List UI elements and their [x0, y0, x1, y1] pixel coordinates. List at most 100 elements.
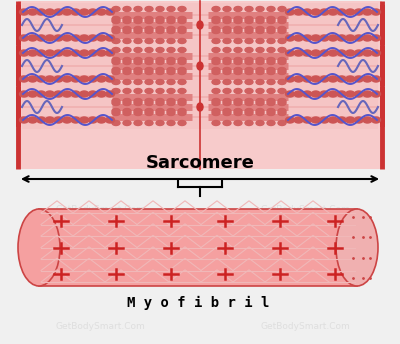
Ellipse shape — [112, 108, 120, 114]
Ellipse shape — [134, 47, 142, 53]
Ellipse shape — [320, 117, 329, 123]
Ellipse shape — [245, 88, 253, 94]
FancyBboxPatch shape — [39, 209, 357, 286]
Ellipse shape — [167, 120, 175, 126]
Ellipse shape — [223, 17, 231, 22]
Ellipse shape — [45, 50, 54, 56]
Ellipse shape — [145, 120, 153, 126]
Ellipse shape — [156, 17, 164, 22]
Ellipse shape — [156, 108, 164, 114]
Ellipse shape — [328, 91, 338, 97]
Ellipse shape — [245, 29, 253, 33]
Text: GetBodySmart.Com: GetBodySmart.Com — [55, 30, 145, 39]
Ellipse shape — [134, 108, 142, 114]
Ellipse shape — [234, 110, 242, 116]
Ellipse shape — [112, 60, 120, 65]
Ellipse shape — [156, 120, 164, 126]
Ellipse shape — [212, 88, 220, 94]
Ellipse shape — [71, 9, 80, 15]
Ellipse shape — [256, 120, 264, 126]
Ellipse shape — [363, 117, 372, 123]
Ellipse shape — [178, 17, 186, 22]
Ellipse shape — [278, 67, 286, 73]
Ellipse shape — [167, 39, 175, 43]
Ellipse shape — [212, 7, 220, 11]
Ellipse shape — [212, 69, 220, 75]
Ellipse shape — [320, 76, 329, 82]
Ellipse shape — [97, 35, 106, 41]
Ellipse shape — [286, 35, 294, 41]
Ellipse shape — [123, 19, 131, 23]
Ellipse shape — [303, 9, 312, 15]
Ellipse shape — [278, 60, 286, 65]
Ellipse shape — [123, 88, 131, 94]
Ellipse shape — [267, 110, 275, 116]
Ellipse shape — [167, 79, 175, 85]
Ellipse shape — [134, 110, 142, 116]
Ellipse shape — [80, 35, 89, 41]
Ellipse shape — [337, 117, 346, 123]
Ellipse shape — [223, 108, 231, 114]
Ellipse shape — [212, 19, 220, 23]
Ellipse shape — [167, 19, 175, 23]
Ellipse shape — [106, 35, 114, 41]
Ellipse shape — [178, 39, 186, 43]
Ellipse shape — [354, 9, 363, 15]
Ellipse shape — [328, 9, 338, 15]
Ellipse shape — [234, 98, 242, 104]
Ellipse shape — [167, 57, 175, 63]
Ellipse shape — [156, 47, 164, 53]
Ellipse shape — [234, 79, 242, 85]
Ellipse shape — [212, 39, 220, 43]
Ellipse shape — [145, 79, 153, 85]
Ellipse shape — [372, 9, 380, 15]
Ellipse shape — [71, 91, 80, 97]
Ellipse shape — [354, 50, 363, 56]
Ellipse shape — [245, 57, 253, 63]
Text: GetBodySmart.Com: GetBodySmart.Com — [260, 147, 350, 156]
Ellipse shape — [212, 98, 220, 104]
Ellipse shape — [256, 100, 264, 106]
Ellipse shape — [123, 69, 131, 75]
Ellipse shape — [337, 76, 346, 82]
Ellipse shape — [256, 47, 264, 53]
Ellipse shape — [112, 17, 120, 22]
Ellipse shape — [167, 17, 175, 22]
Ellipse shape — [234, 67, 242, 73]
Ellipse shape — [212, 79, 220, 85]
Ellipse shape — [278, 100, 286, 106]
Ellipse shape — [320, 9, 329, 15]
Ellipse shape — [311, 91, 320, 97]
Ellipse shape — [134, 19, 142, 23]
Ellipse shape — [123, 39, 131, 43]
Ellipse shape — [234, 108, 242, 114]
Ellipse shape — [245, 17, 253, 22]
Ellipse shape — [212, 29, 220, 33]
Ellipse shape — [354, 117, 363, 123]
Ellipse shape — [286, 117, 294, 123]
Ellipse shape — [223, 7, 231, 11]
Ellipse shape — [212, 120, 220, 126]
Ellipse shape — [123, 29, 131, 33]
Ellipse shape — [112, 120, 120, 126]
Ellipse shape — [223, 79, 231, 85]
Ellipse shape — [145, 7, 153, 11]
Ellipse shape — [145, 67, 153, 73]
Ellipse shape — [54, 117, 63, 123]
Ellipse shape — [363, 50, 372, 56]
Ellipse shape — [145, 88, 153, 94]
Ellipse shape — [37, 76, 46, 82]
Ellipse shape — [256, 69, 264, 75]
Ellipse shape — [372, 117, 380, 123]
Ellipse shape — [28, 76, 37, 82]
Text: GetBodySmart.Com: GetBodySmart.Com — [55, 88, 145, 97]
Ellipse shape — [245, 69, 253, 75]
Ellipse shape — [97, 50, 106, 56]
Ellipse shape — [372, 50, 380, 56]
Ellipse shape — [112, 69, 120, 75]
Ellipse shape — [145, 110, 153, 116]
Ellipse shape — [278, 26, 286, 32]
Ellipse shape — [278, 7, 286, 11]
Ellipse shape — [20, 35, 28, 41]
Ellipse shape — [234, 39, 242, 43]
